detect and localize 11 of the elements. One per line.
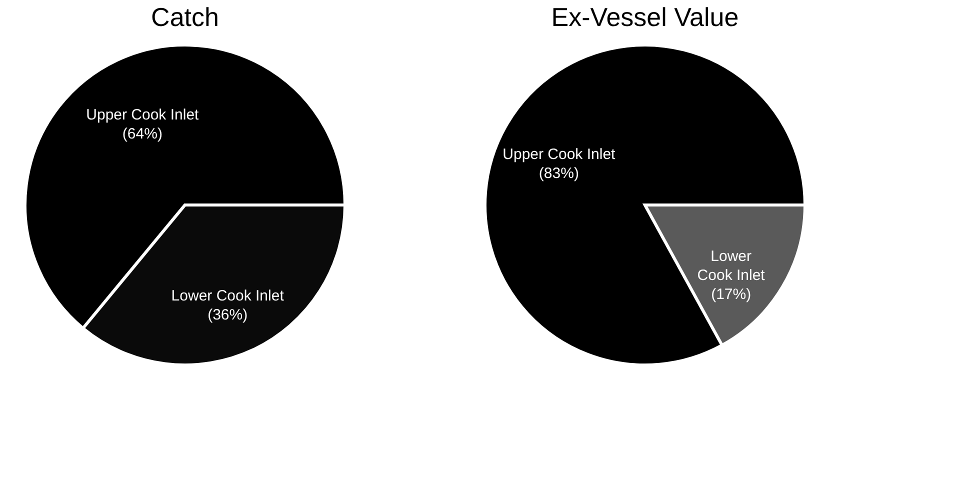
slice-label: Lower Cook Inlet (171, 287, 285, 304)
pie-slice (484, 44, 806, 366)
data-label: (36%) (208, 306, 248, 324)
slice-label: Lower Cook Inlet (697, 248, 766, 284)
data-label: (64%) (122, 126, 162, 143)
slice-label: Upper Cook Inlet (86, 106, 200, 124)
data-label: (83%) (538, 165, 579, 182)
data-label: (17%) (711, 286, 752, 303)
chart-title: Ex-Vessel Value (551, 2, 739, 32)
slice-label: Upper Cook Inlet (502, 146, 616, 164)
chart-title: Catch (151, 2, 219, 32)
